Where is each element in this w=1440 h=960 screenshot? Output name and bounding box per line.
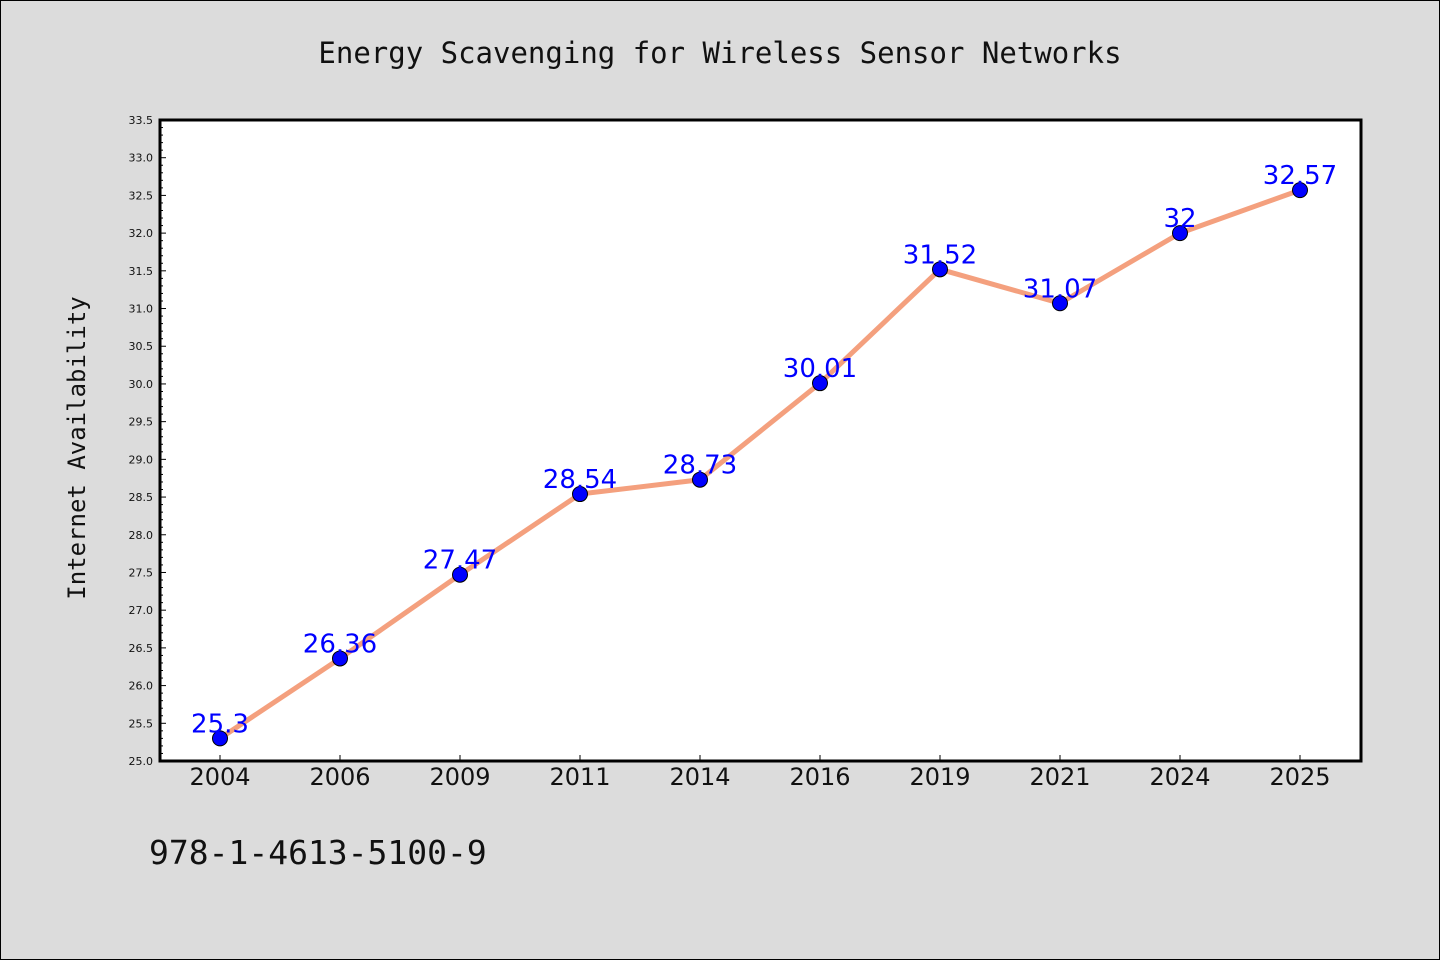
data-label: 31.07 [1023,274,1097,304]
data-point [572,486,588,503]
y-tick-label: 27.5 [129,566,154,579]
data-point [932,261,948,278]
data-point [1052,295,1068,312]
data-label: 32 [1163,204,1196,234]
data-label: 30.01 [783,354,857,384]
data-label: 28.73 [663,451,737,481]
y-tick-label: 31.5 [129,265,154,278]
data-label: 32.57 [1263,161,1337,191]
x-tick-label: 2024 [1149,763,1210,791]
data-point [1292,182,1308,199]
x-tick-label: 2011 [549,763,610,791]
y-tick-label: 26.5 [129,642,154,655]
x-tick-label: 2019 [909,763,970,791]
x-tick-label: 2004 [189,763,250,791]
data-point [1172,225,1188,242]
y-tick-label: 31.0 [129,303,154,316]
y-tick-label: 32.0 [129,227,154,240]
x-tick-label: 2014 [669,763,730,791]
y-tick-label: 33.0 [129,152,154,165]
data-point [332,650,348,667]
x-tick-label: 2006 [309,763,370,791]
y-tick-label: 30.0 [129,378,154,391]
y-axis-label: Internet Availability [63,296,91,599]
x-tick-label: 2009 [429,763,490,791]
chart-title: Energy Scavenging for Wireless Sensor Ne… [318,36,1121,70]
y-tick-label: 25.5 [129,717,154,730]
data-point [812,375,828,392]
y-tick-label: 29.5 [129,416,154,429]
data-label: 31.52 [903,240,977,270]
data-point [212,730,228,747]
y-axis-ticks: 25.0 25.5 26.0 26.5 27.0 27.5 28.0 28.5 29.0 29.5… [129,114,166,768]
y-tick-label: 32.5 [129,189,154,202]
data-label: 27.47 [423,546,497,576]
x-tick-label: 2025 [1269,763,1330,791]
series-line-group [217,187,1303,741]
y-tick-label: 33.5 [129,114,154,127]
data-point [452,566,468,583]
x-tick-label: 2021 [1029,763,1090,791]
series-line [217,187,1303,741]
y-tick-label: 26.0 [129,680,154,693]
data-point [692,471,708,488]
data-label: 26.36 [303,629,377,659]
series-markers [212,182,1308,747]
y-tick-label: 25.0 [129,755,154,768]
data-label: 25.3 [191,709,249,739]
y-tick-label: 27.0 [129,604,154,617]
y-tick-label: 30.5 [129,340,154,353]
y-tick-label: 28.5 [129,491,154,504]
plot-area [158,118,1363,763]
y-tick-label: 28.0 [129,529,154,542]
data-label: 28.54 [543,465,617,495]
x-tick-label: 2016 [789,763,850,791]
x-axis-ticks: 2004 2006 2009 2011 2014 2016 2019 2021 2024 2025 [189,755,1331,791]
y-tick-label: 29.0 [129,453,154,466]
isbn-label: 978-1-4613-5100-9 [149,833,487,872]
data-labels: 25.3 26.36 27.47 28.54 28.73 30.01 31.52 31.07 3… [191,161,1337,739]
